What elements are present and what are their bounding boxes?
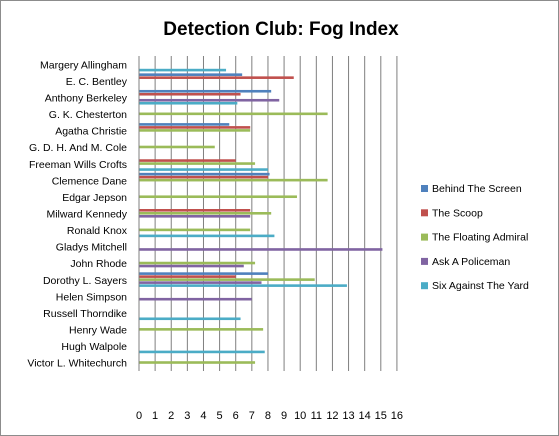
bar	[139, 261, 256, 265]
bar	[139, 101, 238, 105]
bar	[139, 126, 251, 129]
x-tick-label: 13	[342, 410, 354, 422]
x-tick-label: 15	[375, 410, 387, 422]
legend-swatch	[421, 233, 428, 241]
category-label: Henry Wade	[69, 325, 127, 337]
category-label: G. D. H. And M. Cole	[29, 142, 127, 154]
bar	[139, 76, 294, 79]
bar	[139, 172, 270, 176]
x-tick-label: 16	[391, 410, 403, 422]
category-label: Ronald Knox	[67, 225, 128, 237]
x-tick-label: 10	[294, 410, 306, 422]
x-tick-label: 2	[168, 410, 174, 422]
bar	[139, 278, 315, 281]
bar	[139, 275, 236, 278]
category-label: Gladys Mitchell	[56, 242, 127, 254]
bar	[139, 297, 252, 301]
bar	[139, 234, 275, 238]
x-tick-label: 14	[359, 410, 371, 422]
bar	[139, 162, 256, 165]
category-label: Agatha Christie	[55, 126, 127, 138]
category-label: Milward Kennedy	[46, 209, 127, 221]
bar	[139, 123, 230, 126]
legend-label: The Floating Admiral	[432, 232, 528, 244]
x-tick-label: 9	[281, 410, 287, 422]
bar	[139, 248, 383, 251]
bar	[139, 89, 272, 93]
x-tick-label: 6	[233, 410, 239, 422]
category-label: Victor L. Whitechurch	[27, 358, 127, 370]
legend-swatch	[421, 282, 428, 290]
category-label: John Rhode	[70, 258, 127, 270]
bar	[139, 159, 236, 162]
legend-swatch	[421, 185, 428, 192]
bar	[139, 272, 268, 275]
bar	[139, 350, 265, 354]
x-tick-label: 11	[311, 410, 322, 422]
bar	[139, 178, 328, 182]
x-tick-label: 3	[184, 410, 190, 422]
category-label: Russell Thorndike	[43, 308, 127, 320]
category-label: Freeman Wills Crofts	[29, 159, 127, 171]
category-label: G. K. Chesterton	[49, 109, 127, 121]
x-tick-label: 0	[136, 410, 142, 422]
bar	[139, 328, 264, 331]
category-label: Edgar Jepson	[62, 192, 127, 204]
bar	[139, 209, 251, 212]
x-tick-label: 12	[326, 410, 338, 422]
bar	[139, 92, 241, 96]
bar	[139, 361, 256, 364]
bar	[139, 145, 215, 149]
bar	[139, 68, 227, 72]
bar	[139, 195, 297, 199]
bar	[139, 317, 241, 321]
bar	[139, 73, 243, 76]
bar	[139, 98, 280, 102]
legend-label: Six Against The Yard	[432, 280, 529, 292]
legend-label: The Scoop	[432, 207, 483, 219]
bar	[139, 129, 251, 132]
x-tick-label: 5	[217, 410, 223, 422]
bar	[139, 264, 244, 268]
chart-title: Detection Club: Fog Index	[163, 19, 399, 40]
category-label: Hugh Walpole	[61, 341, 127, 353]
legend-swatch	[421, 209, 428, 217]
category-label: Margery Allingham	[40, 59, 127, 71]
legend-label: Behind The Screen	[432, 183, 522, 195]
x-tick-label: 1	[152, 410, 158, 422]
bar	[139, 215, 251, 218]
category-label: Dorothy L. Sayers	[43, 275, 127, 287]
bar	[139, 168, 268, 171]
bars	[139, 68, 383, 364]
bar	[139, 284, 347, 287]
category-label: Clemence Dane	[52, 175, 127, 187]
bar	[139, 228, 251, 232]
category-label: Helen Simpson	[56, 291, 127, 303]
x-tick-label: 8	[265, 410, 271, 422]
legend: Behind The Screen The Scoop The Floating A…	[421, 183, 529, 292]
bar	[139, 175, 268, 179]
category-label: Anthony Berkeley	[45, 92, 128, 104]
bar	[139, 212, 272, 215]
x-tick-label: 7	[249, 410, 255, 422]
bar	[139, 281, 262, 284]
x-tick-label: 4	[200, 410, 206, 422]
legend-swatch	[421, 257, 428, 265]
category-label: E. C. Bentley	[66, 76, 128, 88]
bar	[139, 112, 328, 116]
legend-label: Ask A Policeman	[432, 256, 510, 268]
